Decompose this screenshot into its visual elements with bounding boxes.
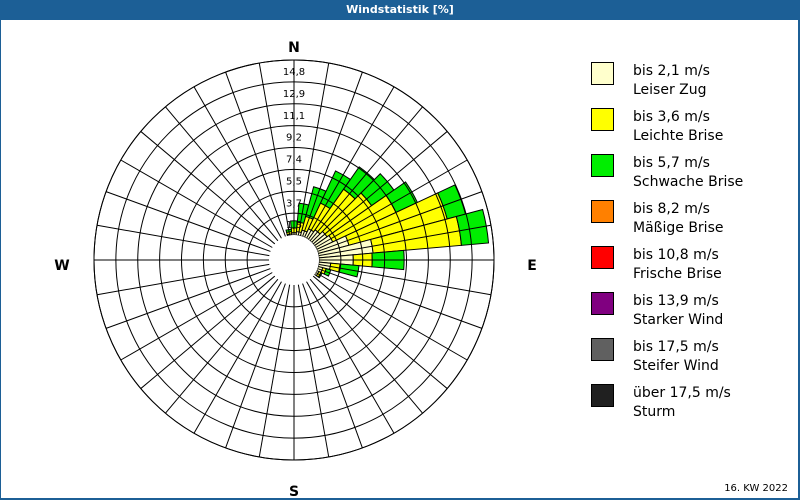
window-title: Windstatistik [%] bbox=[0, 0, 800, 20]
svg-text:3,7: 3,7 bbox=[286, 198, 302, 209]
legend-label: bis 8,2 m/s Mäßige Brise bbox=[633, 201, 724, 236]
legend-swatch bbox=[591, 246, 614, 269]
legend-label: bis 13,9 m/s Starker Wind bbox=[633, 293, 724, 328]
legend-swatch bbox=[591, 384, 614, 407]
chart-panel: 1,8 3,7 5,5 7,4 9,2 11,1 12,9 14,8 N E S W bis 2,1 … bbox=[1, 20, 798, 498]
legend-label: bis 5,7 m/s Schwache Brise bbox=[633, 155, 744, 190]
wind-rose-chart: 1,8 3,7 5,5 7,4 9,2 11,1 12,9 14,8 N E S W bbox=[54, 40, 537, 498]
compass-W: W bbox=[54, 258, 69, 274]
rose-segment bbox=[338, 263, 360, 278]
rose-segment bbox=[455, 208, 490, 246]
legend-label: bis 10,8 m/s Frische Brise bbox=[633, 247, 722, 282]
legend-label: bis 2,1 m/s Leiser Zug bbox=[633, 63, 710, 98]
legend-swatch bbox=[591, 200, 614, 223]
svg-text:11,1: 11,1 bbox=[283, 111, 305, 122]
legend-swatch bbox=[591, 108, 614, 131]
legend-label: bis 3,6 m/s Leichte Brise bbox=[633, 109, 724, 144]
svg-text:12,9: 12,9 bbox=[283, 89, 305, 100]
svg-text:1,8: 1,8 bbox=[286, 220, 302, 231]
compass-S: S bbox=[289, 484, 299, 498]
compass-E: E bbox=[527, 258, 537, 274]
compass-N: N bbox=[288, 40, 300, 56]
legend-swatch bbox=[591, 154, 614, 177]
svg-text:9,2: 9,2 bbox=[286, 133, 302, 144]
svg-text:5,5: 5,5 bbox=[286, 176, 302, 187]
legend-label: über 17,5 m/s Sturm bbox=[633, 385, 731, 420]
legend-swatch bbox=[591, 338, 614, 361]
svg-text:14,8: 14,8 bbox=[283, 67, 305, 78]
period-label: 16. KW 2022 bbox=[724, 483, 788, 494]
legend-swatch bbox=[591, 292, 614, 315]
svg-text:7,4: 7,4 bbox=[286, 155, 302, 166]
legend-label: bis 17,5 m/s Steifer Wind bbox=[633, 339, 719, 374]
legend-swatch bbox=[591, 62, 614, 85]
